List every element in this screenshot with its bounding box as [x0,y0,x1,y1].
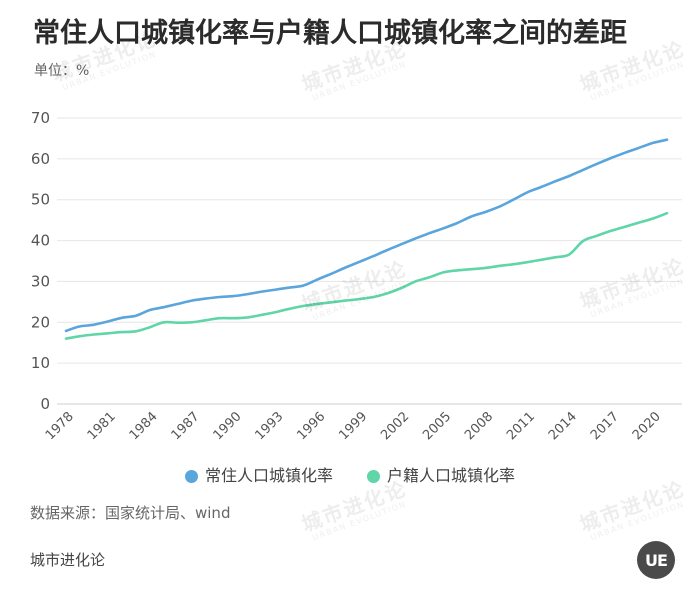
legend-marker-registered-urbanization [367,469,380,483]
data-source-note: 数据来源：国家统计局、wind [30,504,231,522]
x-tick-label: 1978 [43,409,77,443]
x-tick-label: 2008 [462,409,496,443]
watermark-en: URBAN EVOLUTION [589,499,686,543]
x-tick-label: 2017 [588,409,622,443]
x-tick-label: 1990 [211,409,245,443]
x-tick-label: 1981 [85,409,119,443]
legend-item-registered-urbanization: 户籍人口城镇化率 [367,464,515,488]
series-line-resident-urbanization [64,138,669,333]
y-tick-label: 60 [31,150,50,168]
legend-label: 常住人口城镇化率 [204,466,333,485]
watermark-en: URBAN EVOLUTION [311,499,408,543]
y-tick-label: 70 [31,109,50,127]
y-tick-label: 50 [31,191,50,209]
legend-label: 户籍人口城镇化率 [387,466,516,485]
x-tick-label: 2005 [420,409,454,443]
x-tick-label: 1999 [336,409,370,443]
x-tick-label: 1993 [252,409,286,443]
brand-logo: UE [637,541,675,579]
line-chart: 0 10 20 30 40 50 60 70 1978 1981 1984 1987 1990 1993… [31,109,682,443]
x-tick-label: 1996 [294,409,328,443]
y-tick-label: 30 [31,272,50,290]
x-axis-ticks: 1978 1981 1984 1987 1990 1993 1996 1999 2002 2005… [43,409,664,443]
brand-name: 城市进化论 [30,551,106,569]
y-axis-ticks: 0 10 20 30 40 50 60 70 [31,109,50,413]
legend-marker-resident-urbanization [184,469,198,483]
x-tick-label: 1984 [127,409,161,443]
x-tick-label: 2002 [378,409,412,443]
x-tick-label: 2014 [546,409,580,443]
series-line-registered-urbanization [64,211,669,340]
gridlines [57,117,682,405]
y-axis-unit-label: 单位：% [34,63,90,79]
y-tick-label: 10 [31,354,50,372]
legend: 常住人口城镇化率 户籍人口城镇化率 [0,464,700,488]
y-tick-label: 0 [40,395,50,413]
y-tick-label: 40 [31,232,50,250]
legend-item-resident-urbanization: 常住人口城镇化率 [184,464,333,488]
y-tick-label: 20 [31,313,50,331]
x-tick-label: 2011 [504,409,538,443]
x-tick-label: 1987 [169,409,203,443]
chart-title: 常住人口城镇化率与户籍人口城镇化率之间的差距 [33,18,627,49]
series-lines [64,138,669,340]
x-tick-label: 2020 [630,409,664,443]
